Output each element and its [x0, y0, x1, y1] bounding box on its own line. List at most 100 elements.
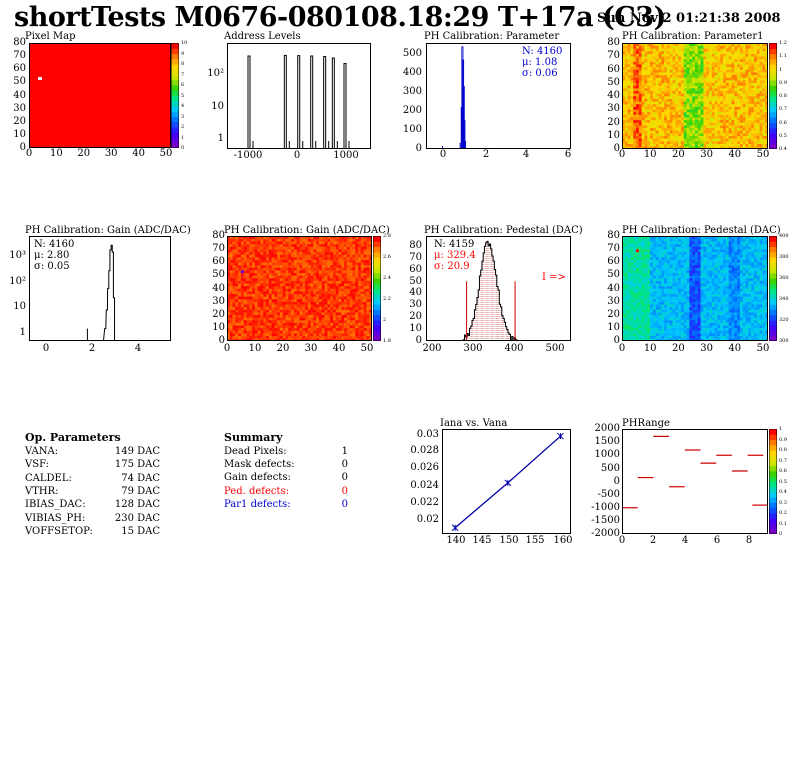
ph-param1-cell — [666, 53, 671, 57]
gain-map-cell — [335, 262, 339, 266]
gain-map-cell — [358, 288, 362, 292]
gain-map-cell — [274, 262, 278, 266]
ph-param1-cell — [627, 53, 631, 57]
pedestal-map-cell — [633, 296, 637, 300]
gain-map-cell — [227, 293, 231, 297]
gain-map-cell — [310, 325, 314, 329]
ph-param1-cell — [647, 90, 651, 94]
gain-map-cell — [363, 278, 367, 281]
gain-map-cell — [307, 264, 311, 268]
gain-map-cell — [268, 270, 272, 274]
ph-param1-cell — [717, 106, 721, 110]
gain-map-cell — [358, 325, 362, 329]
ph-param1-cell — [664, 143, 668, 147]
gain-map-cell — [358, 322, 362, 326]
gain-map-cell — [352, 330, 356, 334]
pedestal-map-cell — [661, 330, 665, 334]
pedestal-map-cell — [633, 254, 637, 258]
ph-param1-cell — [655, 101, 659, 105]
gain-map-cell — [238, 338, 242, 341]
pedestal-map-cell — [638, 278, 642, 281]
gain-map-cell — [316, 283, 320, 287]
ph-param1-cell — [630, 74, 634, 78]
ph-param1-cell — [748, 72, 752, 76]
gain-map-cell — [285, 314, 289, 318]
ph-param1-cell — [756, 127, 760, 131]
pedestal-map-cell — [652, 243, 656, 247]
ph-param1-cell — [630, 130, 634, 134]
gain-map-cell — [338, 280, 342, 284]
ph-param1-cell — [728, 48, 732, 52]
ph-param1-cell — [731, 85, 735, 89]
gain-map-cell — [313, 283, 317, 287]
gain-map-cell — [285, 264, 289, 268]
ph-param1-cell — [664, 43, 668, 46]
gain-map-cell — [355, 338, 359, 341]
ph-param1-colorbar-swatch — [769, 69, 777, 76]
pedestal-map-cell — [655, 320, 659, 323]
ph-param1-cell — [695, 117, 699, 121]
gain-map-cell — [324, 327, 328, 331]
gain-map-cell — [252, 241, 256, 245]
pedestal-map-cell — [627, 249, 631, 253]
gain-map-cell — [310, 262, 314, 266]
gain-map-cell — [349, 309, 353, 313]
gain-map-cell — [288, 317, 292, 321]
gain-map-cell — [324, 285, 328, 289]
pedestal-map-cell — [622, 333, 626, 337]
ph-param1-cell — [627, 93, 631, 97]
gain-map-cell — [369, 325, 372, 329]
ph-param1-cell — [633, 45, 637, 49]
gain-map-cell — [346, 236, 350, 239]
pedestal-map-cell — [627, 270, 631, 274]
pedestal-map-cell — [647, 304, 651, 308]
gain-map-cell — [366, 243, 370, 247]
gain-map-cell — [341, 314, 345, 318]
pedestal-map-cell — [664, 327, 668, 331]
ph-param1-cell — [695, 50, 699, 54]
ph-param1-cell — [751, 45, 755, 49]
pedestal-map-cell — [622, 246, 626, 250]
gain-map-cell — [263, 309, 267, 313]
gain-map-cell — [227, 246, 231, 250]
ph-param1-cell — [650, 138, 654, 142]
gain-map-cell — [302, 325, 306, 329]
ph-param1-cell — [751, 127, 755, 131]
ph-param1-cell — [666, 143, 671, 147]
gain-map-cell — [363, 251, 367, 255]
pedestal-map-cell — [627, 304, 631, 308]
gain-map-cell — [327, 309, 331, 313]
gain-map-cell — [254, 283, 258, 287]
pedestal-map-cell — [655, 291, 659, 295]
ph-param1-cell — [652, 101, 656, 105]
gain-map-cell — [260, 335, 264, 339]
ph-param1-cell — [728, 43, 732, 46]
gain-map-cell — [316, 317, 320, 321]
gain-map-cell — [243, 257, 247, 260]
gain-map-cell — [257, 285, 261, 289]
ph-param1-cell — [661, 93, 665, 97]
ph-param1-cell — [731, 127, 735, 131]
pedestal-map-cell — [627, 238, 631, 242]
gain-map-cell — [299, 275, 303, 279]
pedestal-map-cell — [647, 338, 651, 341]
gain-map-cell — [252, 327, 256, 331]
ph-param1-cell — [652, 43, 656, 46]
gain-map-cell — [232, 333, 236, 337]
gain-map-cell — [299, 306, 303, 310]
gain-map-cell — [274, 296, 278, 300]
ph-param1-cell — [686, 50, 690, 54]
gain-map-cell — [369, 280, 372, 284]
gain-map-cell — [302, 301, 306, 305]
gain-map-cell — [366, 251, 370, 255]
gain-map-cell — [296, 254, 300, 258]
gain-map-cell — [335, 317, 339, 321]
ph-param1-cell — [745, 85, 749, 89]
gain-map-cell — [363, 285, 367, 289]
ph-param1-cell — [711, 88, 715, 91]
ph-param1-cell — [723, 141, 727, 144]
gain-map-cell — [285, 306, 289, 310]
gain-map-cell — [279, 262, 284, 266]
ph-param1-cell — [728, 96, 732, 99]
gain-map-cell — [271, 293, 275, 297]
